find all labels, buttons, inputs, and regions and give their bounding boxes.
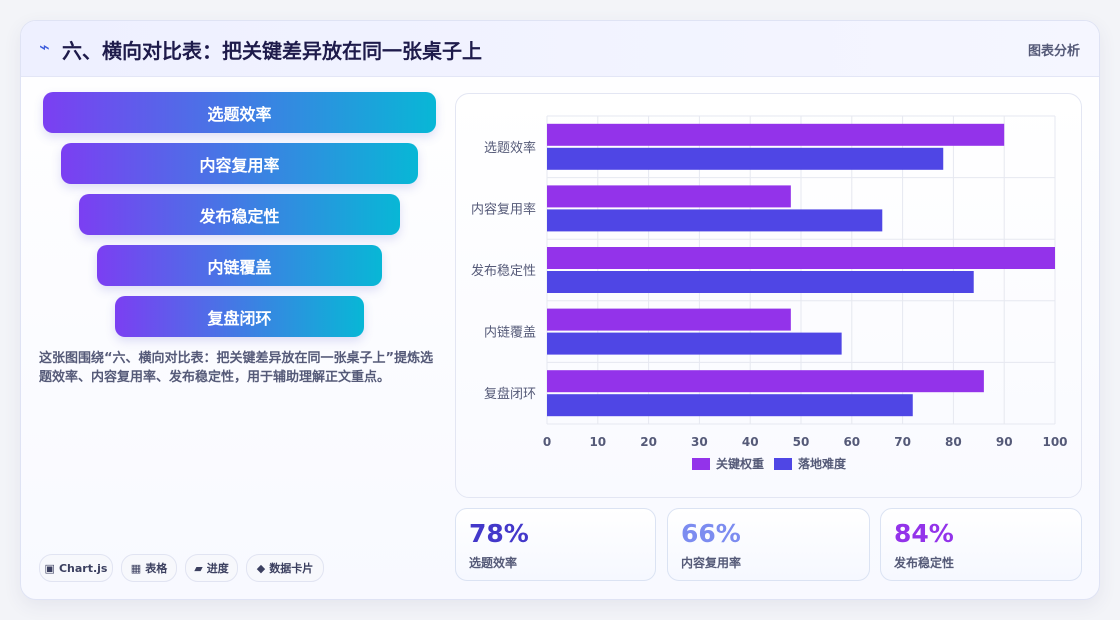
- stat-value: 84%: [894, 519, 954, 548]
- legend-label: 落地难度: [798, 456, 847, 471]
- x-tick-label: 80: [945, 435, 962, 449]
- stat-card-1: 78% 选题效率: [455, 508, 656, 581]
- y-tick-label: 内容复用率: [471, 201, 536, 217]
- funnel-item-5: 复盘闭环: [115, 296, 364, 337]
- x-tick-label: 0: [543, 435, 551, 449]
- tag-chartjs[interactable]: ▣ Chart.js: [39, 554, 113, 582]
- page-title: 六、横向对比表：把关键差异放在同一张桌子上: [62, 39, 482, 63]
- x-tick-label: 70: [894, 435, 911, 449]
- legend-swatch: [692, 458, 710, 470]
- tag-data-card[interactable]: ◆ 数据卡片: [246, 554, 324, 582]
- bar: [547, 185, 791, 208]
- tag-progress[interactable]: ▰ 进度: [185, 554, 238, 582]
- y-tick-label: 内链覆盖: [484, 325, 536, 341]
- legend-swatch: [774, 458, 792, 470]
- tag-label: 进度: [206, 562, 229, 575]
- x-tick-label: 20: [640, 435, 657, 449]
- header-badge: 图表分析: [1027, 44, 1080, 59]
- tag-label: 数据卡片: [269, 562, 314, 575]
- bar: [547, 123, 1005, 146]
- main-card: ⌁ 六、横向对比表：把关键差异放在同一张桌子上 图表分析 选题效率 内容复用率 …: [20, 20, 1100, 600]
- funnel-item-3: 发布稳定性: [79, 194, 400, 235]
- x-tick-label: 90: [996, 435, 1013, 449]
- bar: [547, 308, 791, 331]
- stat-value: 66%: [681, 519, 741, 548]
- bar: [547, 271, 974, 293]
- bar: [547, 147, 944, 170]
- x-tick-label: 40: [742, 435, 759, 449]
- x-tick-label: 50: [793, 435, 810, 449]
- stat-card-3: 84% 发布稳定性: [880, 508, 1082, 581]
- x-tick-label: 10: [589, 435, 606, 449]
- stat-value: 78%: [469, 519, 529, 548]
- tag-table[interactable]: ▦ 表格: [121, 554, 177, 582]
- table-icon: ▦: [130, 561, 142, 575]
- bar: [547, 394, 913, 417]
- progress-icon: ▰: [194, 561, 203, 575]
- y-tick-label: 选题效率: [484, 140, 536, 156]
- funnel-item-4: 内链覆盖: [97, 245, 382, 286]
- x-tick-label: 100: [1042, 435, 1067, 449]
- y-tick-label: 复盘闭环: [484, 386, 536, 402]
- bar: [547, 370, 984, 393]
- chart-panel: 选题效率内容复用率发布稳定性内链覆盖复盘闭环 0 10 20 30 40 50 60 70 80 9…: [455, 93, 1082, 498]
- diamond-icon: ◆: [256, 561, 266, 575]
- legend-label: 关键权重: [716, 456, 764, 471]
- bar: [547, 247, 1055, 269]
- tag-label: 表格: [145, 562, 168, 575]
- funnel-item-2: 内容复用率: [61, 143, 418, 184]
- x-tick-label: 30: [691, 435, 708, 449]
- funnel-item-1: 选题效率: [43, 92, 436, 133]
- tag-label: Chart.js: [58, 561, 108, 575]
- stat-label: 选题效率: [469, 556, 518, 570]
- bolt-icon: ⌁: [39, 37, 50, 58]
- stat-label: 发布稳定性: [894, 556, 955, 570]
- stat-card-2: 66% 内容复用率: [667, 508, 870, 581]
- header-bar: ⌁ 六、横向对比表：把关键差异放在同一张桌子上 图表分析: [21, 21, 1099, 77]
- bar: [547, 332, 842, 355]
- chart-description: 这张图围绕“六、横向对比表：把关键差异放在同一张桌子上”提炼选题效率、内容复用率…: [39, 351, 434, 385]
- chart-icon: ▣: [44, 561, 55, 575]
- stat-label: 内容复用率: [681, 556, 742, 570]
- bar: [547, 209, 883, 232]
- x-tick-label: 60: [843, 435, 860, 449]
- y-tick-label: 发布稳定性: [471, 263, 536, 279]
